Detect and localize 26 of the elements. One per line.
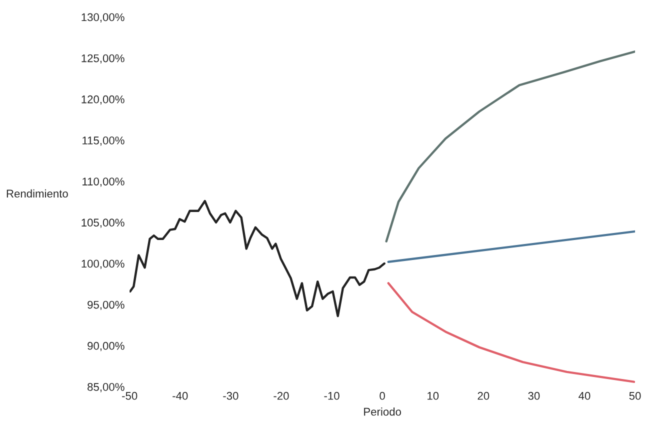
x-tick-label: 40 (578, 392, 590, 400)
x-tick-label: 0 (380, 392, 385, 400)
line-series (130, 200, 386, 318)
x-tick-label: -10 (324, 392, 340, 400)
line-series (387, 282, 636, 383)
x-tick-label: 20 (478, 392, 490, 400)
x-tick-label: 30 (528, 392, 540, 400)
x-axis-title: Periodo (364, 408, 402, 416)
x-tick-label: -40 (172, 392, 188, 400)
y-tick-label: 95,00% (88, 300, 124, 310)
y-tick-label: 125,00% (82, 54, 124, 64)
y-tick-label: 115,00% (82, 136, 124, 146)
x-tick-label: 10 (428, 392, 439, 400)
y-tick-label: 105,00% (82, 218, 124, 228)
x-tick-label: 50 (629, 392, 641, 400)
y-tick-label: 130,00% (82, 13, 124, 22)
y-tick-label: 90,00% (88, 342, 124, 352)
x-tick-label: -30 (223, 392, 238, 400)
x-tick-label: -50 (122, 392, 138, 400)
x-tick-label: -20 (274, 392, 289, 400)
line-series (385, 50, 636, 242)
y-axis-title: Rendimiento (6, 189, 68, 198)
y-tick-label: 85,00% (88, 383, 124, 392)
y-tick-label: 100,00% (82, 260, 124, 269)
y-tick-label: 110,00% (82, 178, 124, 187)
y-tick-label: 120,00% (82, 95, 124, 105)
